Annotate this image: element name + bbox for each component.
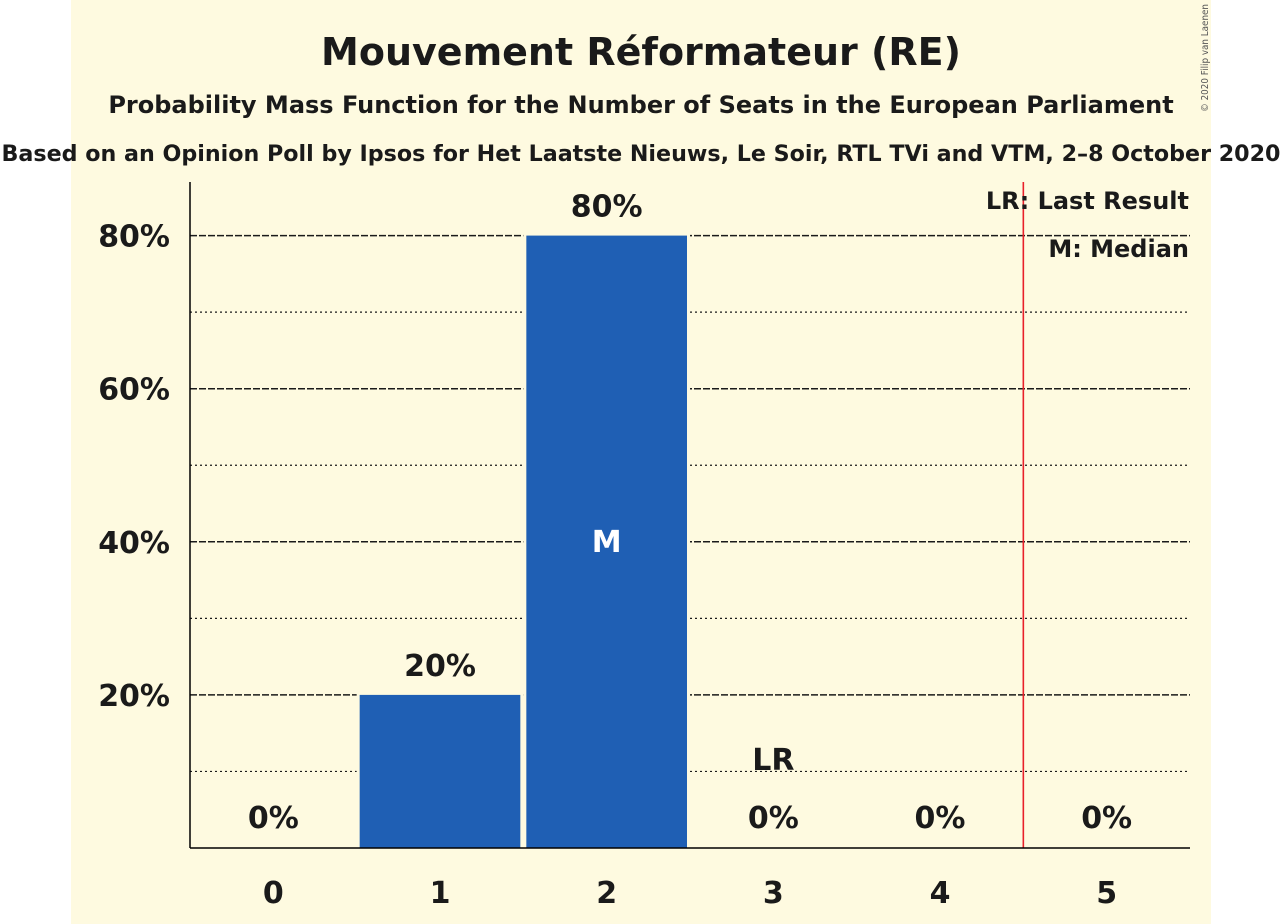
last-result-marker: LR — [752, 743, 794, 778]
y-tick-label: 80% — [98, 220, 170, 255]
data-label: 0% — [915, 801, 966, 836]
legend-last-result: LR: Last Result — [986, 187, 1189, 215]
x-tick-label: 2 — [596, 876, 617, 911]
data-label: 80% — [571, 190, 643, 225]
x-tick-label: 1 — [430, 876, 451, 911]
data-label: 0% — [748, 801, 799, 836]
x-tick-label: 4 — [930, 876, 951, 911]
bar — [526, 235, 687, 849]
y-tick-label: 60% — [98, 373, 170, 408]
labels: 0% 20% 80% 0% 0% 0% M LR 20% 40% 60% 80% 0 1 2 3 4 5 — [98, 190, 1132, 911]
copyright-text: © 2020 Filip van Laenen — [1200, 4, 1211, 112]
chart-source: Based on an Opinion Poll by Ipsos for He… — [2, 142, 1281, 167]
x-tick-label: 0 — [263, 876, 284, 911]
y-tick-label: 20% — [98, 679, 170, 714]
bar — [359, 694, 521, 848]
axes — [189, 182, 1190, 849]
chart-subtitle: Probability Mass Function for the Number… — [108, 91, 1173, 119]
data-label: 0% — [248, 801, 299, 836]
x-tick-label: 3 — [763, 876, 784, 911]
median-marker: M — [592, 525, 622, 560]
chart-title: Mouvement Réformateur (RE) — [321, 30, 961, 74]
x-tick-label: 5 — [1096, 876, 1117, 911]
legend-median: M: Median — [1048, 235, 1189, 263]
data-label: 0% — [1081, 801, 1132, 836]
data-label: 20% — [404, 649, 476, 684]
bars — [356, 234, 690, 849]
y-tick-label: 40% — [98, 526, 170, 561]
